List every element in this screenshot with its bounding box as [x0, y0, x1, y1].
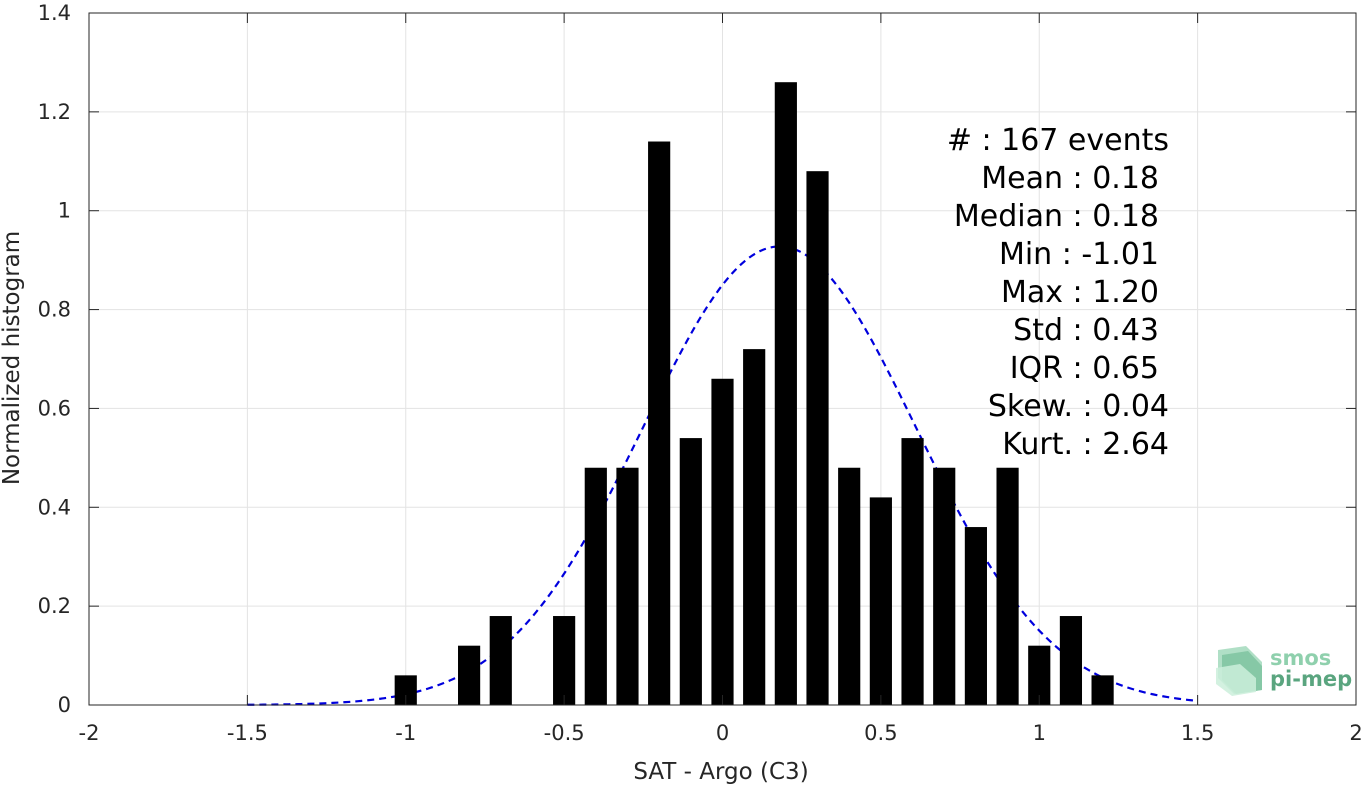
histogram-bar	[553, 616, 576, 705]
histogram-bar	[584, 467, 607, 705]
logo-text-smos: smos	[1270, 646, 1331, 670]
histogram-bar	[774, 82, 797, 705]
histogram-bars	[394, 82, 1114, 705]
x-tick-label: 0	[716, 721, 729, 745]
y-axis-label: Normalized histogram	[0, 231, 25, 485]
histogram-bar	[616, 467, 639, 705]
stats-line: Max : 1.20	[1001, 275, 1159, 310]
x-tick-label: -2	[79, 721, 100, 745]
histogram-bar	[1028, 645, 1051, 705]
y-tick-labels: 0 0.2 0.4 0.6 0.8 1 1.2 1.4	[38, 1, 71, 717]
x-tick-label: 1.5	[1181, 721, 1214, 745]
stats-line: IQR : 0.65	[1010, 351, 1159, 386]
stats-line: Std : 0.43	[1013, 313, 1159, 348]
stats-line: Skew. : 0.04	[988, 389, 1169, 424]
y-tick-label: 0.4	[38, 495, 71, 519]
logo-mark-icon	[1216, 646, 1262, 696]
x-tick-label: 2	[1349, 721, 1362, 745]
x-axis-label: SAT - Argo (C3)	[633, 759, 808, 785]
histogram-bar	[1059, 616, 1083, 705]
smos-pi-mep-logo: smos pi-mep	[1216, 646, 1352, 696]
x-tick-label: -0.5	[544, 721, 585, 745]
y-tick-label: 1.2	[38, 100, 71, 124]
y-tick-label: 0	[58, 693, 71, 717]
histogram-bar	[838, 467, 861, 705]
stats-line: Kurt. : 2.64	[1002, 427, 1169, 462]
histogram-bar	[806, 171, 829, 705]
histogram-bar	[964, 527, 987, 705]
axes	[88, 12, 1357, 706]
x-tick-label: -1.5	[227, 721, 268, 745]
histogram-bar	[394, 675, 417, 705]
x-tick-label: 1	[1033, 721, 1046, 745]
histogram-bar	[648, 141, 671, 705]
histogram-bar	[933, 467, 956, 705]
y-tick-label: 0.6	[38, 396, 71, 420]
histogram-bar	[458, 645, 481, 705]
histogram-bar	[901, 438, 924, 705]
logo-text-pimep: pi-mep	[1270, 667, 1352, 691]
x-tick-label: 0.5	[864, 721, 897, 745]
y-tick-label: 1.4	[38, 1, 71, 25]
histogram-bar	[489, 616, 512, 705]
histogram-bar	[1091, 675, 1114, 705]
x-tick-labels: -2 -1.5 -1 -0.5 0 0.5 1 1.5 2	[79, 721, 1363, 745]
stats-line: # : 167 events	[947, 123, 1169, 158]
histogram-bar	[869, 497, 892, 705]
histogram-bar	[743, 349, 766, 705]
stats-line: Median : 0.18	[954, 199, 1159, 234]
y-tick-label: 0.8	[38, 298, 71, 322]
y-tick-label: 1	[58, 199, 71, 223]
histogram-bar	[679, 438, 702, 705]
histogram-bar	[711, 378, 734, 705]
stats-line: Min : -1.01	[999, 237, 1159, 272]
y-tick-label: 0.2	[38, 594, 71, 618]
histogram-bar	[996, 467, 1019, 705]
x-tick-label: -1	[395, 721, 416, 745]
stats-line: Mean : 0.18	[981, 161, 1159, 196]
